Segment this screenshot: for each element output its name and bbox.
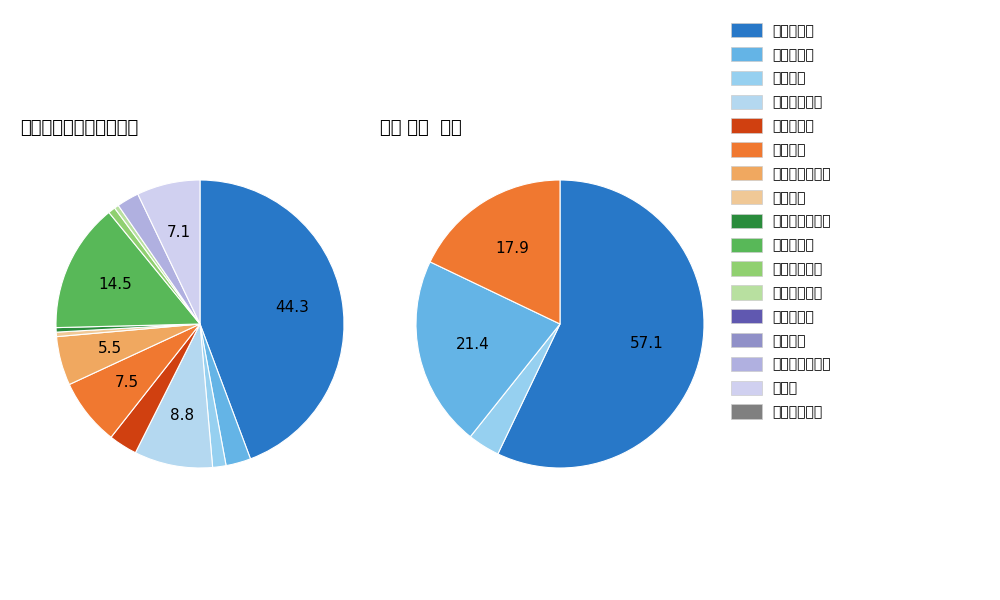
Wedge shape xyxy=(498,180,704,468)
Text: 7.1: 7.1 xyxy=(167,225,191,240)
Text: 57.1: 57.1 xyxy=(630,336,664,351)
Text: 21.4: 21.4 xyxy=(456,337,490,352)
Wedge shape xyxy=(56,324,200,337)
Wedge shape xyxy=(200,324,226,467)
Text: 17.9: 17.9 xyxy=(495,241,529,256)
Text: 14.5: 14.5 xyxy=(98,277,132,292)
Wedge shape xyxy=(111,324,200,453)
Text: セ・リーグ全プレイヤー: セ・リーグ全プレイヤー xyxy=(20,119,138,137)
Wedge shape xyxy=(138,180,200,324)
Wedge shape xyxy=(56,212,200,328)
Wedge shape xyxy=(200,324,250,466)
Text: 石田 健大  選手: 石田 健大 選手 xyxy=(380,119,462,137)
Text: 5.5: 5.5 xyxy=(98,341,122,356)
Wedge shape xyxy=(430,180,560,324)
Text: 8.8: 8.8 xyxy=(170,409,195,424)
Wedge shape xyxy=(416,262,560,437)
Wedge shape xyxy=(57,324,200,385)
Wedge shape xyxy=(135,324,213,468)
Wedge shape xyxy=(115,205,200,324)
Wedge shape xyxy=(470,324,560,454)
Legend: ストレート, ツーシーム, シュート, カットボール, スプリット, フォーク, チェンジアップ, シンカー, 高速スライダー, スライダー, 縦スライダー, : ストレート, ツーシーム, シュート, カットボール, スプリット, フォーク,… xyxy=(727,19,836,424)
Text: 44.3: 44.3 xyxy=(275,300,309,315)
Wedge shape xyxy=(109,208,200,324)
Wedge shape xyxy=(200,180,344,459)
Text: 7.5: 7.5 xyxy=(115,374,139,389)
Wedge shape xyxy=(56,324,200,332)
Wedge shape xyxy=(118,194,200,324)
Wedge shape xyxy=(69,324,200,437)
